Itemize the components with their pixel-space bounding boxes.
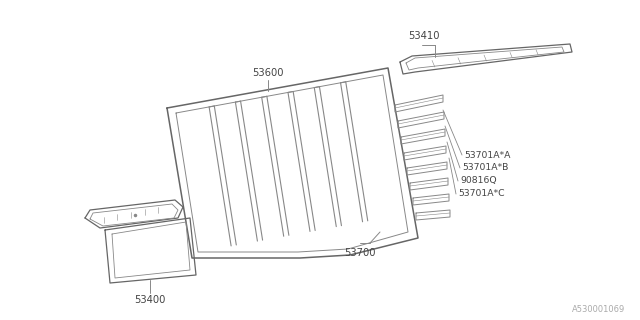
Text: 53701A*B: 53701A*B (462, 164, 508, 172)
Text: A530001069: A530001069 (572, 305, 625, 314)
Text: 53700: 53700 (344, 248, 376, 258)
Text: 53600: 53600 (252, 68, 284, 78)
Text: 90816Q: 90816Q (460, 177, 497, 186)
Text: 53410: 53410 (408, 31, 440, 41)
Text: 53701A*A: 53701A*A (464, 150, 511, 159)
Text: 53701A*C: 53701A*C (458, 189, 504, 198)
Text: 53400: 53400 (134, 295, 166, 305)
